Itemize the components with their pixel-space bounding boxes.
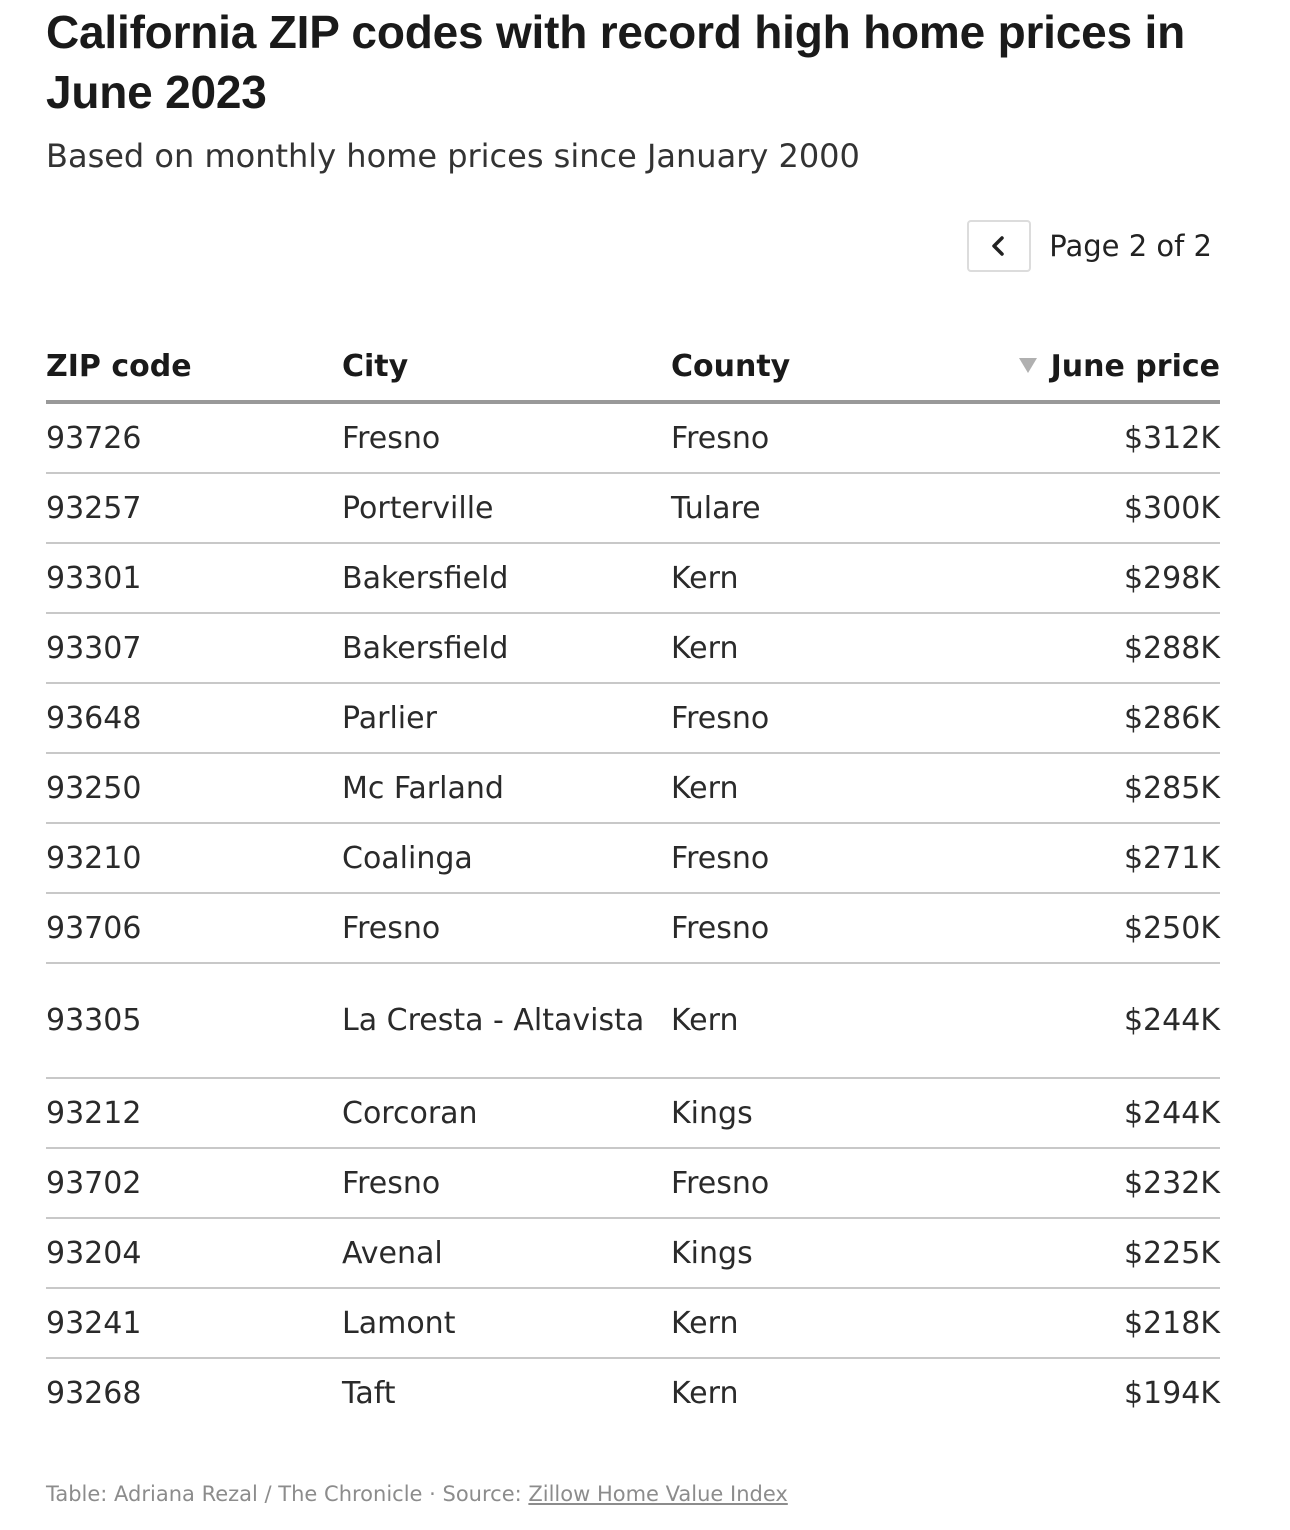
column-header-price-label: June price — [1050, 348, 1220, 384]
zip-cell: 93257 — [46, 473, 342, 544]
table-row: 93702 Fresno Fresno $232K — [46, 1148, 1220, 1219]
county-cell: Kern — [671, 1288, 981, 1359]
zip-cell: 93706 — [46, 893, 342, 964]
city-cell: Parlier — [342, 683, 671, 754]
price-cell: $244K — [981, 963, 1220, 1079]
city-cell: Fresno — [342, 893, 671, 964]
city-cell: Bakersfield — [342, 543, 671, 614]
table-row: 93726 Fresno Fresno $312K — [46, 402, 1220, 474]
zip-cell: 93250 — [46, 753, 342, 824]
city-cell: Lamont — [342, 1288, 671, 1359]
price-cell: $232K — [981, 1148, 1220, 1219]
page-indicator: Page 2 of 2 — [1049, 229, 1212, 263]
price-cell: $285K — [981, 753, 1220, 824]
table-row: 93301 Bakersfield Kern $298K — [46, 543, 1220, 614]
county-cell: Fresno — [671, 683, 981, 754]
county-cell: Kern — [671, 543, 981, 614]
county-cell: Fresno — [671, 823, 981, 894]
price-cell: $218K — [981, 1288, 1220, 1359]
column-header-city[interactable]: City — [342, 332, 671, 404]
table-row: 93268 Taft Kern $194K — [46, 1358, 1220, 1427]
zip-cell: 93268 — [46, 1375, 142, 1411]
city-cell: Coalinga — [342, 823, 671, 894]
county-cell: Kern — [671, 963, 981, 1079]
previous-page-button[interactable] — [967, 220, 1032, 272]
price-cell: $300K — [981, 473, 1220, 544]
price-cell: $250K — [981, 893, 1220, 964]
zip-cell: 93648 — [46, 683, 342, 754]
zip-cell: 93305 — [46, 963, 342, 1079]
table-row: 93212 Corcoran Kings $244K — [46, 1078, 1220, 1149]
credit-text: Table: Adriana Rezal / The Chronicle · S… — [46, 1482, 529, 1506]
column-header-city-label: City — [342, 348, 409, 384]
city-cell: Bakersfield — [342, 613, 671, 684]
zip-cell: 93212 — [46, 1078, 342, 1149]
zip-cell: 93241 — [46, 1288, 342, 1359]
county-cell: Fresno — [671, 1148, 981, 1219]
county-cell: Kern — [671, 1375, 739, 1411]
table-row: 93210 Coalinga Fresno $271K — [46, 823, 1220, 894]
column-header-zip[interactable]: ZIP code — [46, 332, 342, 404]
source-credit: Table: Adriana Rezal / The Chronicle · S… — [46, 1482, 788, 1506]
price-cell: $225K — [981, 1218, 1220, 1289]
price-cell: $244K — [981, 1078, 1220, 1149]
zip-cell: 93726 — [46, 402, 342, 474]
page-subtitle: Based on monthly home prices since Janua… — [46, 137, 860, 175]
city-cell: La Cresta - Altavista — [342, 963, 671, 1079]
county-cell: Fresno — [671, 893, 981, 964]
table-header-row: ZIP code City County June price — [46, 332, 1220, 404]
city-cell: Avenal — [342, 1218, 671, 1289]
column-header-county-label: County — [671, 348, 791, 384]
table-row: 93250 Mc Farland Kern $285K — [46, 753, 1220, 824]
pagination: Page 2 of 2 — [967, 219, 1212, 273]
sort-descending-icon — [1018, 357, 1037, 373]
table-row: 93257 Porterville Tulare $300K — [46, 473, 1220, 544]
table-widget: California ZIP codes with record high ho… — [46, 0, 1220, 1411]
table-row: 93307 Bakersfield Kern $288K — [46, 613, 1220, 684]
page-title: California ZIP codes with record high ho… — [46, 6, 1185, 118]
zip-cell: 93702 — [46, 1148, 342, 1219]
city-cell: Fresno — [342, 402, 671, 474]
price-cell: $271K — [981, 823, 1220, 894]
source-link[interactable]: Zillow Home Value Index — [528, 1482, 788, 1506]
city-cell: Taft — [342, 1375, 396, 1411]
column-header-county[interactable]: County — [671, 332, 981, 404]
price-cell: $194K — [1123, 1375, 1220, 1411]
county-cell: Kern — [671, 753, 981, 824]
chevron-left-icon — [992, 236, 1005, 256]
city-cell: Mc Farland — [342, 753, 671, 824]
table-row: 93305 La Cresta - Altavista Kern $244K — [46, 963, 1220, 1079]
county-cell: Kings — [671, 1078, 981, 1149]
zip-cell: 93301 — [46, 543, 342, 614]
table-row: 93648 Parlier Fresno $286K — [46, 683, 1220, 754]
city-cell: Corcoran — [342, 1078, 671, 1149]
zip-cell: 93307 — [46, 613, 342, 684]
county-cell: Kern — [671, 613, 981, 684]
table-row: 93706 Fresno Fresno $250K — [46, 893, 1220, 964]
column-header-zip-label: ZIP code — [46, 348, 192, 384]
price-cell: $288K — [981, 613, 1220, 684]
city-cell: Fresno — [342, 1148, 671, 1219]
price-cell: $312K — [981, 402, 1220, 474]
county-cell: Tulare — [671, 473, 981, 544]
price-cell: $298K — [981, 543, 1220, 614]
zip-cell: 93204 — [46, 1218, 342, 1289]
county-cell: Fresno — [671, 402, 981, 474]
zip-cell: 93210 — [46, 823, 342, 894]
table-row: 93204 Avenal Kings $225K — [46, 1218, 1220, 1289]
county-cell: Kings — [671, 1218, 981, 1289]
price-cell: $286K — [981, 683, 1220, 754]
data-table: ZIP code City County June price 93726 Fr… — [46, 332, 1220, 1427]
column-header-price[interactable]: June price — [981, 332, 1220, 404]
table-row: 93241 Lamont Kern $218K — [46, 1288, 1220, 1359]
city-cell: Porterville — [342, 473, 671, 544]
